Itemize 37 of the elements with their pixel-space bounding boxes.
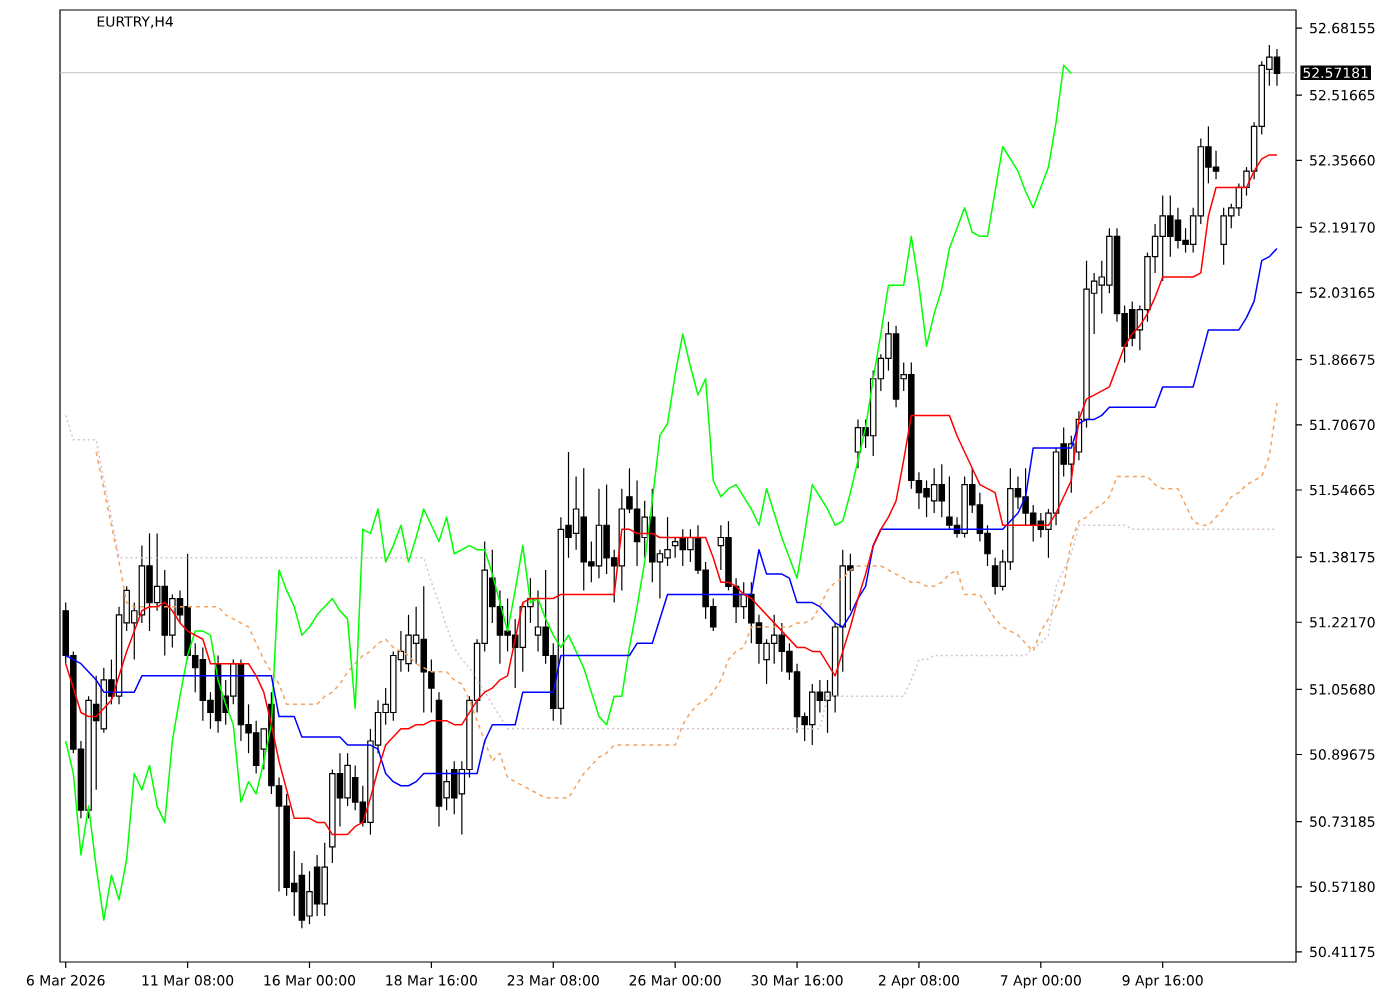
candlestick xyxy=(405,614,412,673)
candlestick xyxy=(1029,504,1037,543)
candlestick xyxy=(252,720,260,775)
candlestick xyxy=(923,479,930,518)
candlestick xyxy=(580,467,588,591)
candlestick xyxy=(321,842,328,917)
candlestick xyxy=(778,622,786,673)
candlestick xyxy=(1220,207,1227,266)
candlestick xyxy=(412,606,420,665)
candlestick xyxy=(770,614,778,665)
candlestick xyxy=(1159,194,1166,282)
candlestick xyxy=(1037,512,1045,539)
candlestick xyxy=(679,528,687,567)
candlestick xyxy=(595,488,603,579)
candlestick xyxy=(1167,194,1174,258)
candlestick xyxy=(687,528,694,563)
candlestick xyxy=(1022,467,1029,526)
candlestick xyxy=(938,463,946,518)
candlestick xyxy=(946,475,953,530)
candlestick xyxy=(534,589,542,653)
candlestick xyxy=(146,532,153,632)
candlestick xyxy=(809,683,816,746)
candlestick xyxy=(991,557,999,596)
candlestick xyxy=(641,500,648,559)
candlestick xyxy=(671,536,679,559)
candlestick xyxy=(313,854,321,917)
candlestick xyxy=(603,483,610,575)
candlestick xyxy=(169,593,176,648)
candlestick xyxy=(298,862,306,929)
candlestick xyxy=(1128,300,1136,347)
candlestick xyxy=(504,597,511,653)
candlestick xyxy=(930,467,938,514)
candlestick xyxy=(1273,48,1281,87)
candlestick xyxy=(740,581,747,620)
candlestick xyxy=(1174,207,1182,250)
candlestick xyxy=(1212,150,1220,180)
candlestick xyxy=(420,585,428,714)
